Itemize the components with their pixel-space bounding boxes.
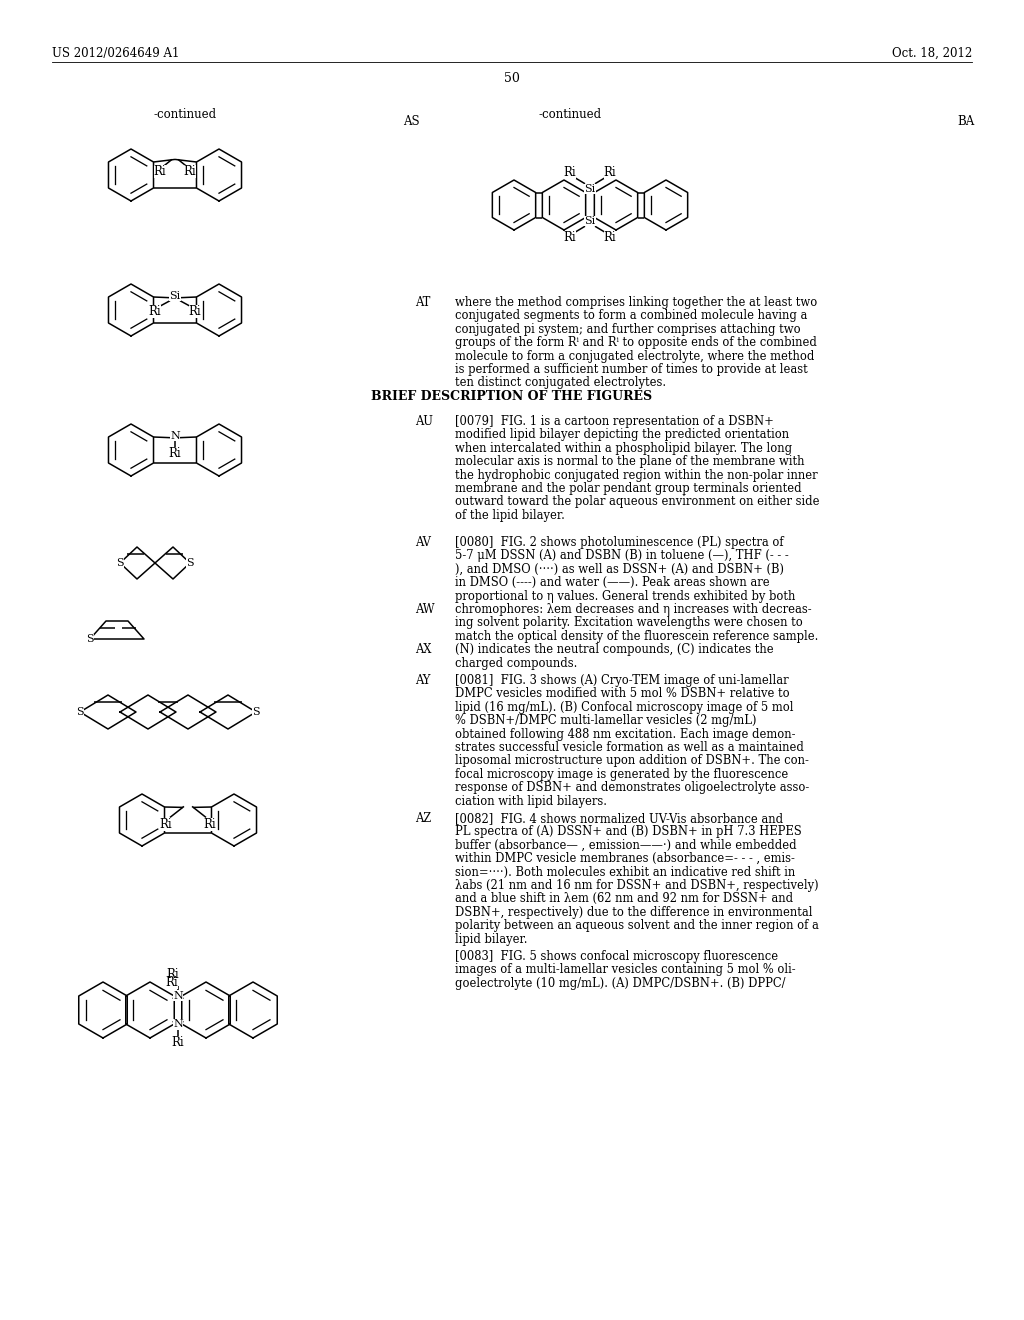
Text: of the lipid bilayer.: of the lipid bilayer. bbox=[455, 508, 565, 521]
Text: images of a multi-lamellar vesicles containing 5 mol % oli-: images of a multi-lamellar vesicles cont… bbox=[455, 964, 796, 977]
Text: ten distinct conjugated electrolytes.: ten distinct conjugated electrolytes. bbox=[455, 376, 667, 389]
Text: conjugated pi system; and further comprises attaching two: conjugated pi system; and further compri… bbox=[455, 323, 801, 335]
Text: 50: 50 bbox=[504, 73, 520, 84]
Text: chromophores: λem decreases and η increases with decreas-: chromophores: λem decreases and η increa… bbox=[455, 603, 812, 616]
Text: Ri: Ri bbox=[563, 166, 577, 180]
Text: goelectrolyte (10 mg/mL). (A) DMPC/DSBN+. (B) DPPC/: goelectrolyte (10 mg/mL). (A) DMPC/DSBN+… bbox=[455, 977, 785, 990]
Text: groups of the form Rⁱ and Rⁱ to opposite ends of the combined: groups of the form Rⁱ and Rⁱ to opposite… bbox=[455, 337, 817, 350]
Text: strates successful vesicle formation as well as a maintained: strates successful vesicle formation as … bbox=[455, 741, 804, 754]
Text: polarity between an aqueous solvent and the inner region of a: polarity between an aqueous solvent and … bbox=[455, 919, 819, 932]
Text: AT: AT bbox=[415, 296, 430, 309]
Text: AW: AW bbox=[415, 603, 434, 616]
Text: when intercalated within a phospholipid bilayer. The long: when intercalated within a phospholipid … bbox=[455, 442, 793, 455]
Text: charged compounds.: charged compounds. bbox=[455, 656, 578, 669]
Text: -continued: -continued bbox=[539, 108, 601, 121]
Text: Ri: Ri bbox=[204, 818, 216, 830]
Text: λabs (21 nm and 16 nm for DSSN+ and DSBN+, respectively): λabs (21 nm and 16 nm for DSSN+ and DSBN… bbox=[455, 879, 818, 892]
Text: Ri: Ri bbox=[188, 305, 202, 318]
Text: AS: AS bbox=[403, 115, 420, 128]
Text: AU: AU bbox=[415, 414, 433, 428]
Text: ciation with lipid bilayers.: ciation with lipid bilayers. bbox=[455, 795, 607, 808]
Text: Ri: Ri bbox=[563, 231, 577, 244]
Text: conjugated segments to form a combined molecule having a: conjugated segments to form a combined m… bbox=[455, 309, 807, 322]
Text: S: S bbox=[76, 708, 84, 717]
Text: focal microscopy image is generated by the fluorescence: focal microscopy image is generated by t… bbox=[455, 768, 788, 781]
Text: the hydrophobic conjugated region within the non-polar inner: the hydrophobic conjugated region within… bbox=[455, 469, 817, 482]
Text: Ri: Ri bbox=[604, 231, 616, 244]
Text: response of DSBN+ and demonstrates oligoelectrolyte asso-: response of DSBN+ and demonstrates oligo… bbox=[455, 781, 809, 795]
Text: [0081]  FIG. 3 shows (A) Cryo-TEM image of uni-lamellar: [0081] FIG. 3 shows (A) Cryo-TEM image o… bbox=[455, 675, 788, 686]
Text: AZ: AZ bbox=[415, 812, 431, 825]
Text: N: N bbox=[173, 1019, 183, 1030]
Text: ing solvent polarity. Excitation wavelengths were chosen to: ing solvent polarity. Excitation wavelen… bbox=[455, 616, 803, 630]
Text: in DMSO (----) and water (——). Peak areas shown are: in DMSO (----) and water (——). Peak area… bbox=[455, 577, 770, 589]
Text: Oct. 18, 2012: Oct. 18, 2012 bbox=[892, 48, 972, 59]
Text: molecule to form a conjugated electrolyte, where the method: molecule to form a conjugated electrolyt… bbox=[455, 350, 814, 363]
Text: buffer (absorbance— , emission——·) and while embedded: buffer (absorbance— , emission——·) and w… bbox=[455, 838, 797, 851]
Text: 5-7 μM DSSN (A) and DSBN (B) in toluene (—), THF (- - -: 5-7 μM DSSN (A) and DSBN (B) in toluene … bbox=[455, 549, 788, 562]
Text: where the method comprises linking together the at least two: where the method comprises linking toget… bbox=[455, 296, 817, 309]
Text: (N) indicates the neutral compounds, (C) indicates the: (N) indicates the neutral compounds, (C)… bbox=[455, 643, 773, 656]
Text: within DMPC vesicle membranes (absorbance=- - - , emis-: within DMPC vesicle membranes (absorbanc… bbox=[455, 853, 795, 865]
Text: modified lipid bilayer depicting the predicted orientation: modified lipid bilayer depicting the pre… bbox=[455, 429, 790, 441]
Text: BRIEF DESCRIPTION OF THE FIGURES: BRIEF DESCRIPTION OF THE FIGURES bbox=[372, 389, 652, 403]
Text: S: S bbox=[116, 558, 124, 568]
Text: [0079]  FIG. 1 is a cartoon representation of a DSBN+: [0079] FIG. 1 is a cartoon representatio… bbox=[455, 414, 774, 428]
Text: Si: Si bbox=[585, 216, 596, 226]
Text: liposomal microstructure upon addition of DSBN+. The con-: liposomal microstructure upon addition o… bbox=[455, 755, 809, 767]
Text: Ri: Ri bbox=[160, 818, 172, 830]
Text: molecular axis is normal to the plane of the membrane with: molecular axis is normal to the plane of… bbox=[455, 455, 805, 469]
Text: Ri: Ri bbox=[183, 165, 197, 178]
Text: obtained following 488 nm excitation. Each image demon-: obtained following 488 nm excitation. Ea… bbox=[455, 727, 796, 741]
Text: [0082]  FIG. 4 shows normalized UV-Vis absorbance and: [0082] FIG. 4 shows normalized UV-Vis ab… bbox=[455, 812, 783, 825]
Text: and a blue shift in λem (62 nm and 92 nm for DSSN+ and: and a blue shift in λem (62 nm and 92 nm… bbox=[455, 892, 794, 906]
Text: [0080]  FIG. 2 shows photoluminescence (PL) spectra of: [0080] FIG. 2 shows photoluminescence (P… bbox=[455, 536, 783, 549]
Text: Ri: Ri bbox=[172, 1035, 184, 1048]
Text: AX: AX bbox=[415, 643, 431, 656]
Text: -continued: -continued bbox=[154, 108, 216, 121]
Text: sion=····). Both molecules exhibit an indicative red shift in: sion=····). Both molecules exhibit an in… bbox=[455, 866, 796, 879]
Text: proportional to η values. General trends exhibited by both: proportional to η values. General trends… bbox=[455, 590, 796, 603]
Text: [0083]  FIG. 5 shows confocal microscopy fluorescence: [0083] FIG. 5 shows confocal microscopy … bbox=[455, 950, 778, 964]
Text: Ri: Ri bbox=[604, 166, 616, 180]
Text: lipid (16 mg/mL). (B) Confocal microscopy image of 5 mol: lipid (16 mg/mL). (B) Confocal microscop… bbox=[455, 701, 794, 714]
Text: match the optical density of the fluorescein reference sample.: match the optical density of the fluores… bbox=[455, 630, 818, 643]
Text: S: S bbox=[186, 558, 194, 568]
Text: S: S bbox=[252, 708, 260, 717]
Text: N: N bbox=[173, 991, 183, 1001]
Text: AY: AY bbox=[415, 675, 430, 686]
Text: Ri: Ri bbox=[154, 165, 166, 178]
Text: AV: AV bbox=[415, 536, 431, 549]
Text: lipid bilayer.: lipid bilayer. bbox=[455, 933, 527, 945]
Text: membrane and the polar pendant group terminals oriented: membrane and the polar pendant group ter… bbox=[455, 482, 802, 495]
Text: Si: Si bbox=[585, 183, 596, 194]
Text: outward toward the polar aqueous environment on either side: outward toward the polar aqueous environ… bbox=[455, 495, 819, 508]
Text: is performed a sufficient number of times to provide at least: is performed a sufficient number of time… bbox=[455, 363, 808, 376]
Text: Ri: Ri bbox=[166, 968, 178, 981]
Text: BA: BA bbox=[957, 115, 975, 128]
Text: US 2012/0264649 A1: US 2012/0264649 A1 bbox=[52, 48, 179, 59]
Text: DMPC vesicles modified with 5 mol % DSBN+ relative to: DMPC vesicles modified with 5 mol % DSBN… bbox=[455, 688, 790, 701]
Text: Ri: Ri bbox=[148, 305, 162, 318]
Text: PL spectra of (A) DSSN+ and (B) DSBN+ in pH 7.3 HEPES: PL spectra of (A) DSSN+ and (B) DSBN+ in… bbox=[455, 825, 802, 838]
Text: S: S bbox=[86, 634, 94, 644]
Text: % DSBN+/DMPC multi-lamellar vesicles (2 mg/mL): % DSBN+/DMPC multi-lamellar vesicles (2 … bbox=[455, 714, 757, 727]
Text: Ri: Ri bbox=[169, 447, 181, 461]
Text: ), and DMSO (····) as well as DSSN+ (A) and DSBN+ (B): ), and DMSO (····) as well as DSSN+ (A) … bbox=[455, 562, 784, 576]
Text: Ri: Ri bbox=[166, 975, 178, 989]
Text: N: N bbox=[170, 430, 180, 441]
Text: Si: Si bbox=[169, 290, 180, 301]
Text: DSBN+, respectively) due to the difference in environmental: DSBN+, respectively) due to the differen… bbox=[455, 906, 812, 919]
